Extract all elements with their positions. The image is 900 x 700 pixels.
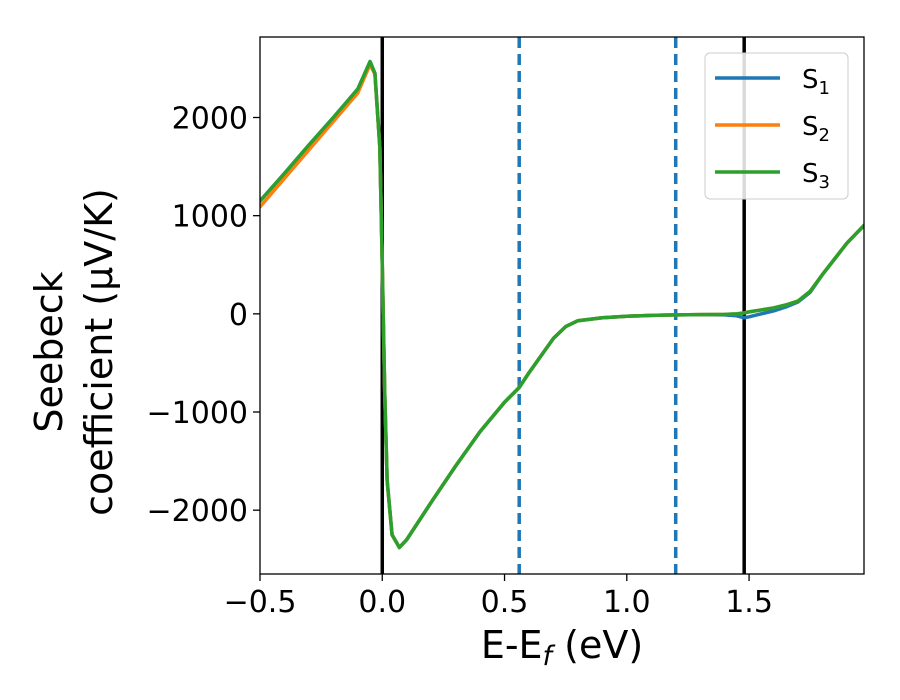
y-tick-label: 1000	[172, 200, 248, 235]
y-tick-label: 0	[229, 298, 248, 333]
x-tick-label: 0.5	[481, 585, 529, 620]
legend-label-1: S1	[802, 65, 830, 99]
x-axis-title-main: E-E	[481, 623, 543, 667]
x-tick-label: 1.0	[603, 585, 651, 620]
legend-label-name: S	[802, 159, 819, 189]
legend-label-name: S	[802, 65, 819, 95]
legend-label-subscript: 2	[819, 125, 830, 146]
legend-label-subscript: 3	[819, 172, 830, 193]
plot-frame	[259, 36, 865, 575]
x-tick-label: 1.5	[725, 585, 773, 620]
y-tick-label: 2000	[172, 102, 248, 137]
y-axis-ticks: −2000 −1000 0 1000 2000	[147, 102, 260, 529]
x-axis-ticks: −0.5 0.0 0.5 1.0 1.5	[224, 574, 773, 620]
x-tick-label: −0.5	[224, 585, 297, 620]
series-line-3	[260, 59, 864, 550]
x-axis-title: E-Ef (eV)	[481, 623, 643, 672]
series-group	[260, 59, 864, 550]
y-axis-title-line1: Seebeck	[27, 271, 71, 432]
x-tick-label: 0.0	[358, 585, 406, 620]
legend-label-subscript: 1	[819, 78, 830, 99]
y-tick-label: −1000	[147, 396, 248, 431]
legend-label-name: S	[802, 112, 819, 142]
x-axis-title-unit: (eV)	[552, 623, 643, 667]
y-axis-title-line2: coefficient (μV/K)	[77, 188, 121, 516]
y-tick-label: −2000	[147, 494, 248, 529]
legend-label-3: S3	[802, 159, 830, 193]
legend-label-2: S2	[802, 112, 830, 146]
